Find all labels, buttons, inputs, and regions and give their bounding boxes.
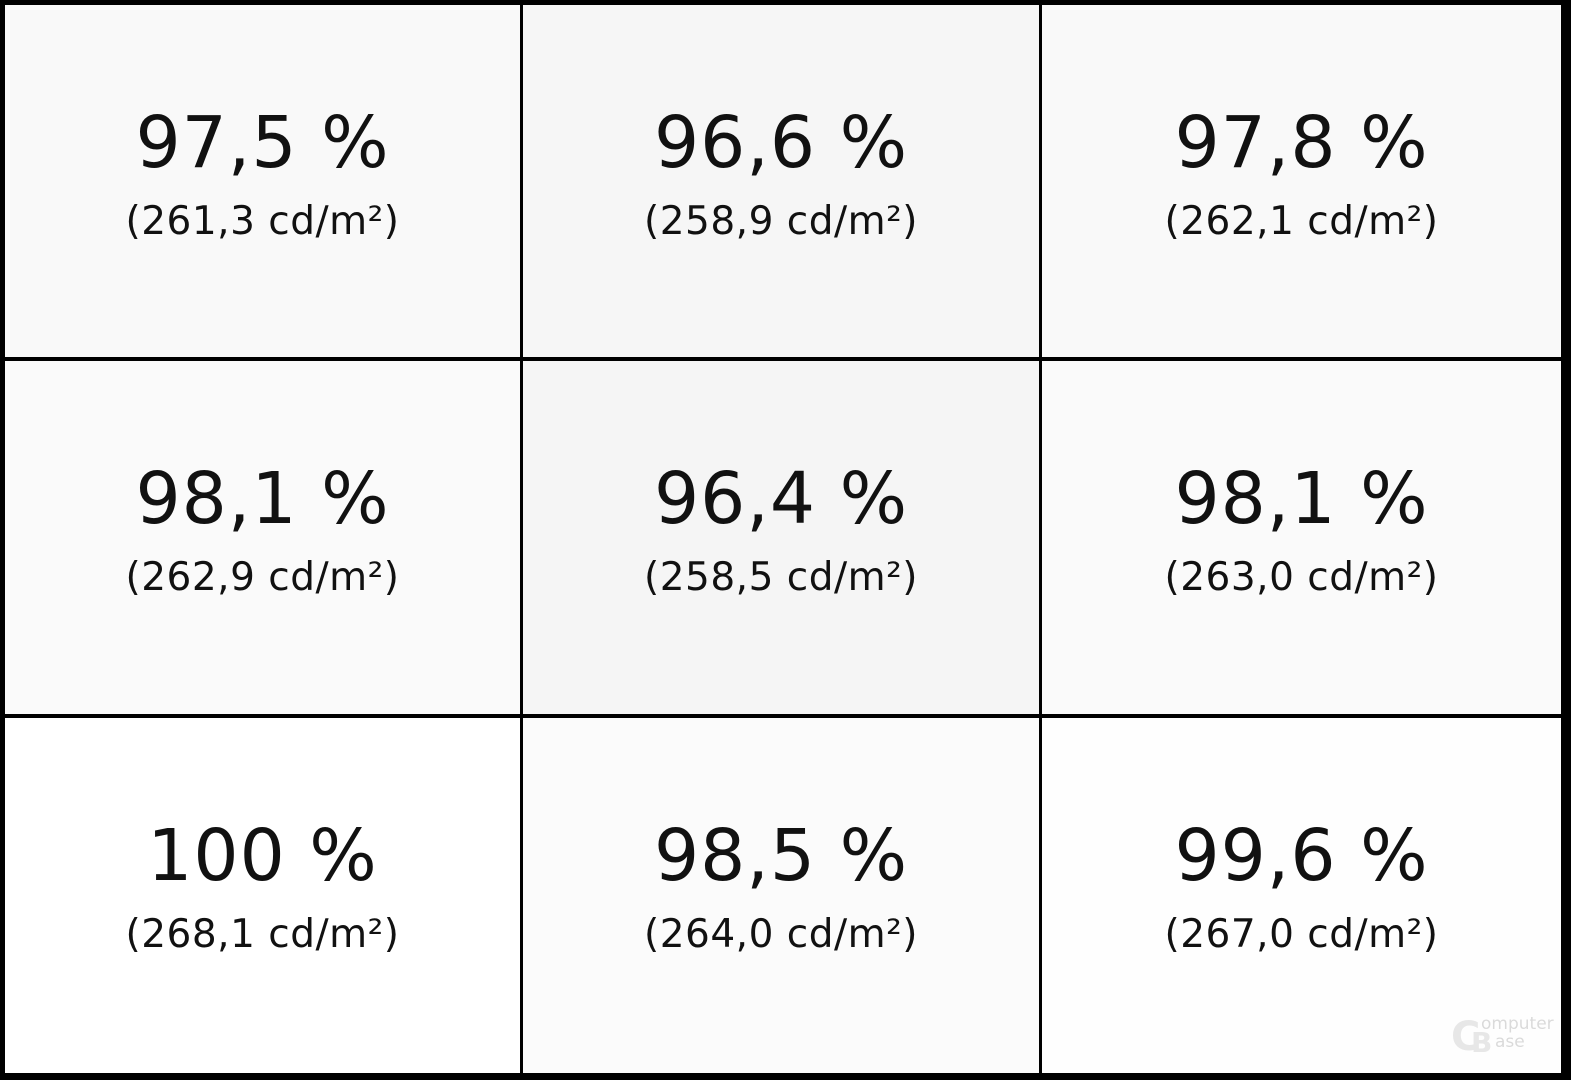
cell-top-right: 97,8 % (262,1 cd/m²) xyxy=(1042,5,1561,357)
watermark-text-line1: omputer xyxy=(1481,1014,1554,1034)
watermark-letter-b: B xyxy=(1471,1026,1493,1059)
luminance-label: (267,0 cd/m²) xyxy=(1164,912,1439,957)
luminance-label: (263,0 cd/m²) xyxy=(1164,555,1439,600)
cell-middle-left: 98,1 % (262,9 cd/m²) xyxy=(5,361,520,714)
cell-middle-right: 98,1 % (263,0 cd/m²) xyxy=(1042,361,1561,714)
percent-label: 98,1 % xyxy=(1174,457,1429,540)
computerbase-watermark-logo: C B omputer ase xyxy=(1451,1014,1554,1060)
percent-label: 97,8 % xyxy=(1174,101,1429,184)
cell-middle-center: 96,4 % (258,5 cd/m²) xyxy=(523,361,1039,714)
percent-label: 100 % xyxy=(147,814,378,897)
percent-label: 98,1 % xyxy=(135,457,390,540)
cell-top-left: 97,5 % (261,3 cd/m²) xyxy=(5,5,520,357)
luminance-label: (268,1 cd/m²) xyxy=(125,912,400,957)
percent-label: 96,4 % xyxy=(653,457,909,540)
watermark-text-line2: ase xyxy=(1495,1032,1525,1052)
cell-top-center: 96,6 % (258,9 cd/m²) xyxy=(523,5,1039,357)
luminance-label: (262,1 cd/m²) xyxy=(1164,199,1439,244)
luminance-label: (258,5 cd/m²) xyxy=(644,555,918,600)
percent-label: 99,6 % xyxy=(1174,814,1429,897)
luminance-label: (264,0 cd/m²) xyxy=(644,912,918,957)
luminance-label: (262,9 cd/m²) xyxy=(125,555,400,600)
luminance-label: (261,3 cd/m²) xyxy=(125,199,400,244)
cell-bottom-center: 98,5 % (264,0 cd/m²) xyxy=(523,718,1039,1073)
percent-label: 96,6 % xyxy=(653,101,909,184)
watermark-letter-c: C xyxy=(1451,1014,1481,1060)
percent-label: 98,5 % xyxy=(653,814,909,897)
percent-label: 97,5 % xyxy=(135,101,390,184)
cell-bottom-right: 99,6 % (267,0 cd/m²) C B omputer ase xyxy=(1042,718,1561,1073)
cell-bottom-left: 100 % (268,1 cd/m²) xyxy=(5,718,520,1073)
luminance-label: (258,9 cd/m²) xyxy=(644,199,918,244)
